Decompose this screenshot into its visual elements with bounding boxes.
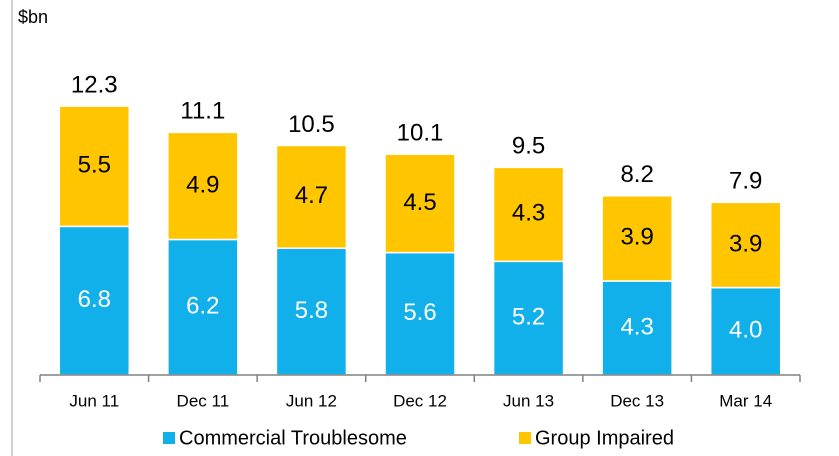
value-label: 3.9 [729, 230, 762, 257]
bar-segment [601, 280, 673, 376]
x-tick-label: Jun 11 [69, 391, 119, 410]
bar-segment [384, 251, 456, 376]
total-label: 10.5 [288, 111, 335, 138]
bar-segment [492, 260, 565, 376]
bar-segment [709, 201, 782, 289]
total-label: 10.1 [397, 120, 444, 147]
x-tick-label: Dec 13 [610, 391, 664, 410]
value-label: 6.8 [78, 286, 111, 313]
legend-swatch [163, 432, 175, 444]
x-tick-label: Dec 11 [177, 391, 230, 410]
legend-swatch [519, 432, 531, 444]
bar-segment [492, 166, 565, 263]
total-label: 7.9 [729, 168, 762, 195]
value-label: 4.3 [620, 313, 653, 340]
value-label: 5.8 [295, 297, 328, 324]
value-label: 5.6 [403, 299, 436, 326]
value-label: 4.9 [186, 171, 219, 198]
value-label: 3.9 [620, 224, 653, 251]
bar-segment [384, 153, 456, 254]
total-label: 9.5 [512, 133, 545, 160]
x-tick-label: Jun 12 [286, 391, 337, 410]
x-tick-label: Jun 13 [503, 391, 554, 410]
total-label: 11.1 [180, 98, 225, 125]
value-label: 5.5 [78, 152, 111, 179]
y-axis-label: $bn [18, 7, 48, 27]
bar-segment [601, 195, 673, 282]
legend-label: Group Impaired [535, 427, 674, 449]
value-label: 4.5 [403, 189, 436, 216]
value-label: 4.3 [512, 200, 545, 227]
bar-segment [58, 105, 131, 228]
value-label: 4.7 [295, 182, 328, 209]
total-label: 12.3 [71, 72, 118, 99]
bar-segment [275, 247, 348, 376]
x-tick-label: Mar 14 [719, 391, 772, 410]
x-tick-label: Dec 12 [393, 391, 447, 410]
value-label: 6.2 [186, 293, 219, 320]
legend-label: Commercial Troublesome [179, 427, 407, 449]
value-label: 5.2 [512, 304, 545, 331]
bar-segment [167, 131, 239, 241]
bar-segment [275, 144, 348, 249]
total-label: 8.2 [620, 161, 653, 188]
bar-segment [709, 286, 782, 376]
value-label: 4.0 [729, 317, 762, 344]
